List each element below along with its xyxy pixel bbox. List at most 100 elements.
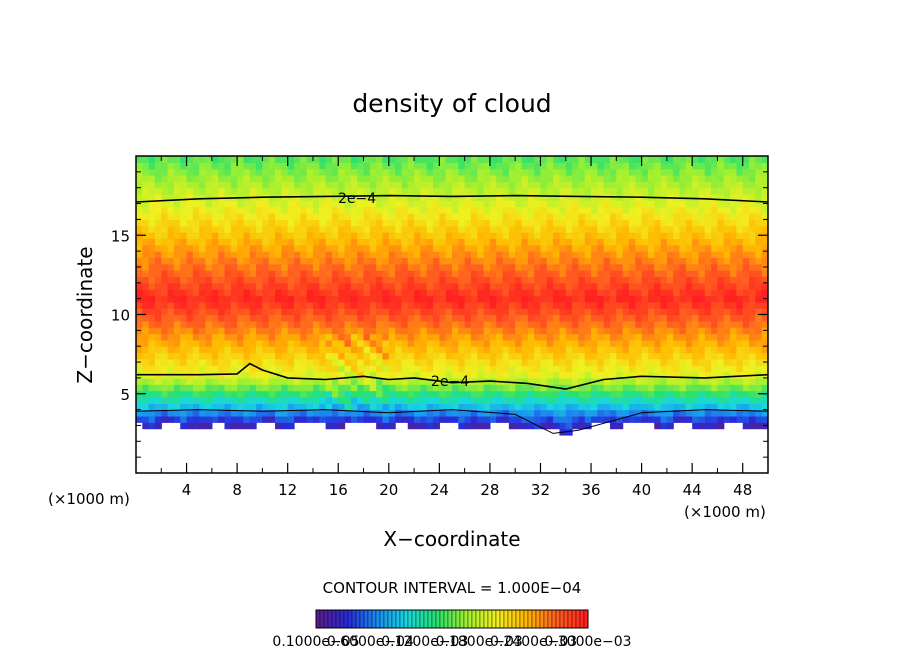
heatmap-cell [641,282,649,290]
heatmap-cell [692,314,700,322]
heatmap-cell [527,339,535,347]
heatmap-cell [610,327,617,335]
heatmap-cell [218,327,226,335]
heatmap-cell [338,181,346,189]
heatmap-cell [275,352,282,360]
heatmap-cell [464,415,472,423]
heatmap-cell [477,308,485,316]
heatmap-cell [401,238,409,246]
heatmap-cell [534,257,542,265]
colorbar-swatch [367,609,373,629]
heatmap-cell [660,232,668,240]
heatmap-cell [591,365,598,373]
heatmap-cell [736,162,744,170]
heatmap-cell [483,156,491,163]
heatmap-cell [673,409,681,417]
heatmap-cell [249,365,257,373]
heatmap-cell [470,276,478,284]
heatmap-cell [496,314,504,322]
heatmap-cell [628,396,636,404]
heatmap-cell [610,422,617,430]
heatmap-cell [673,219,681,227]
heatmap-cell [704,396,712,404]
heatmap-cell [148,396,156,404]
heatmap-cell [426,327,434,335]
heatmap-cell [679,308,687,316]
heatmap-cell [559,403,567,411]
heatmap-cell [692,409,700,417]
heatmap-cell [237,396,245,404]
heatmap-cell [502,289,510,297]
heatmap-cell [199,384,207,392]
heatmap-cell [433,244,440,252]
heatmap-cell [445,396,453,404]
heatmap-cell [489,282,497,290]
heatmap-cell [199,206,207,214]
heatmap-cell [300,377,308,385]
heatmap-cell [224,415,232,423]
heatmap-cell [711,377,719,385]
heatmap-cell [565,415,573,423]
heatmap-cell [610,390,617,398]
heatmap-cell [527,156,535,163]
heatmap-cell [426,403,434,411]
heatmap-cell [319,301,327,309]
heatmap-cell [312,384,320,392]
heatmap-cell [136,282,143,290]
heatmap-cell [192,358,200,366]
heatmap-cell [616,314,624,322]
heatmap-cell [622,301,630,309]
heatmap-cell [281,289,289,297]
heatmap-cell [154,251,162,259]
heatmap-cell [565,358,573,366]
heatmap-cell [230,213,238,220]
heatmap-cell [148,232,156,240]
heatmap-cell [477,384,485,392]
heatmap-cell [458,244,466,252]
heatmap-cell [287,162,295,170]
heatmap-cell [218,187,226,195]
heatmap-cell [161,232,169,240]
heatmap-cell [445,403,453,411]
heatmap-cell [704,225,712,233]
heatmap-cell [521,301,529,309]
heatmap-cell [565,346,573,354]
heatmap-cell [161,194,169,201]
heatmap-cell [540,156,548,163]
heatmap-cell [761,415,768,423]
x-tick-label: 4 [182,481,192,499]
heatmap-cell [559,409,567,417]
heatmap-cell [717,162,725,170]
heatmap-cell [685,162,693,170]
heatmap-cell [186,244,194,252]
heatmap-cell [395,308,403,316]
heatmap-cell [717,289,725,297]
heatmap-cell [382,415,390,423]
heatmap-cell [338,251,346,259]
heatmap-cell [369,365,377,373]
heatmap-cell [319,187,327,195]
heatmap-cell [300,384,308,392]
heatmap-cell [711,390,719,398]
heatmap-cell [382,187,390,195]
heatmap-cell [717,181,725,189]
heatmap-cell [616,276,624,284]
heatmap-cell [540,263,548,271]
heatmap-cell [325,219,333,227]
heatmap-cell [161,181,169,189]
heatmap-cell [749,377,756,385]
heatmap-cell [262,365,270,373]
heatmap-cell [711,396,719,404]
heatmap-cell [312,194,320,201]
heatmap-cell [565,365,573,373]
heatmap-cell [173,308,181,316]
heatmap-cell [167,232,175,240]
heatmap-cell [325,213,333,220]
heatmap-cell [136,251,143,259]
heatmap-cell [294,276,301,284]
heatmap-cell [173,276,181,284]
heatmap-cell [414,371,421,379]
heatmap-cell [275,213,282,220]
heatmap-cell [199,194,207,201]
heatmap-cell [685,346,693,354]
